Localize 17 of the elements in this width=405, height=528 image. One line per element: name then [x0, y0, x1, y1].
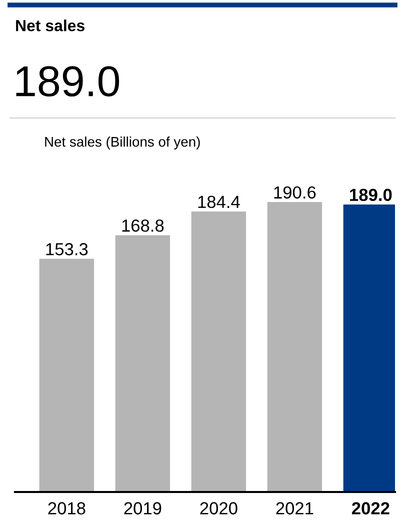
data-label: 190.6	[274, 186, 316, 199]
bar	[191, 211, 246, 492]
data-label: 168.8	[122, 219, 164, 232]
data-label: 184.4	[198, 196, 240, 208]
y-axis-title: Net sales (Billions of yen)	[45, 136, 200, 150]
bar	[115, 235, 170, 492]
data-label: 153.3	[46, 243, 88, 256]
data-label: 189.0	[350, 188, 392, 202]
bar	[39, 258, 94, 492]
x-tick-label: 2021	[276, 502, 314, 514]
chart-title: Net sales	[16, 20, 84, 32]
x-tick-label: 2018	[48, 502, 86, 514]
x-tick-label: 2020	[200, 502, 238, 514]
x-tick-label: 2019	[124, 502, 162, 514]
x-tick-label: 2022	[352, 502, 390, 514]
chart-subtitle: 189.0	[16, 66, 120, 97]
bar	[267, 202, 322, 492]
